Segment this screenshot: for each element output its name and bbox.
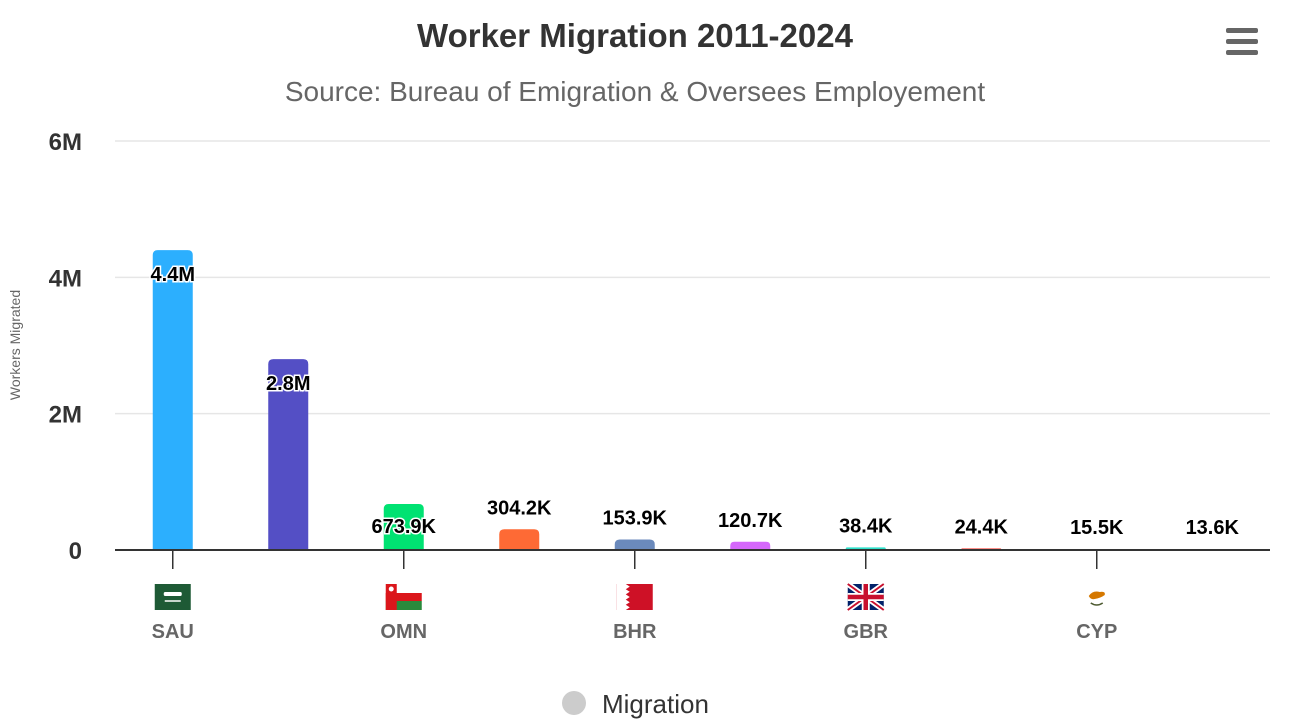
x-tick-label: OMN [380, 621, 427, 643]
chart-subtitle: Source: Bureau of Emigration & Oversees … [285, 76, 986, 107]
y-tick-label: 6M [49, 129, 82, 156]
bar[interactable] [499, 529, 540, 550]
united-kingdom-flag-icon [846, 581, 886, 613]
legend[interactable]: Migration [562, 689, 709, 719]
x-tick-label: GBR [844, 621, 889, 643]
x-tick-label: CYP [1076, 621, 1117, 643]
x-tick-label: SAU [152, 621, 194, 643]
data-label: 15.5K [1070, 517, 1124, 539]
bar[interactable] [730, 541, 771, 550]
bar[interactable] [383, 504, 424, 550]
data-label: 24.4K [955, 516, 1009, 538]
saudi-arabia-flag-icon [154, 584, 191, 610]
cyprus-flag-icon [1088, 591, 1105, 606]
data-labels: 4.4M 2.8M 673.9K 304.2K 153.9K 120.7K 38.4K 24.… [149, 263, 1241, 541]
menu-bar [1226, 50, 1258, 55]
data-label: 13.6K [1186, 517, 1240, 539]
bar[interactable] [152, 250, 193, 551]
legend-item-migration[interactable]: Migration [602, 689, 709, 719]
y-tick-label: 2M [49, 402, 82, 429]
data-label: 38.4K [839, 515, 893, 537]
bar[interactable] [268, 359, 309, 550]
y-axis-title: Workers Migrated [7, 290, 23, 400]
data-label: 2.8M [266, 373, 310, 395]
data-label: 153.9K [603, 508, 668, 530]
legend-marker [562, 691, 586, 715]
data-label: 120.7K [718, 510, 783, 532]
y-axis-ticks: 0 2M 4M 6M [49, 129, 82, 565]
x-axis-labels: SAU OMN BHR GBR CYP [152, 581, 1117, 643]
data-label: 673.9K [372, 516, 437, 538]
menu-bar [1226, 28, 1258, 33]
bar-series [152, 250, 1233, 551]
data-label: 304.2K [487, 497, 552, 519]
hamburger-menu-icon[interactable] [1220, 24, 1264, 60]
oman-flag-icon [385, 584, 422, 610]
bahrain-flag-icon [616, 584, 653, 610]
data-label: 4.4M [151, 264, 195, 286]
x-axis-ticks [172, 550, 1098, 569]
menu-bar [1226, 39, 1258, 44]
bar[interactable] [614, 539, 655, 550]
chart-title: Worker Migration 2011-2024 [417, 17, 854, 54]
y-tick-label: 0 [69, 538, 82, 565]
y-tick-label: 4M [49, 265, 82, 292]
x-tick-label: BHR [613, 621, 657, 643]
